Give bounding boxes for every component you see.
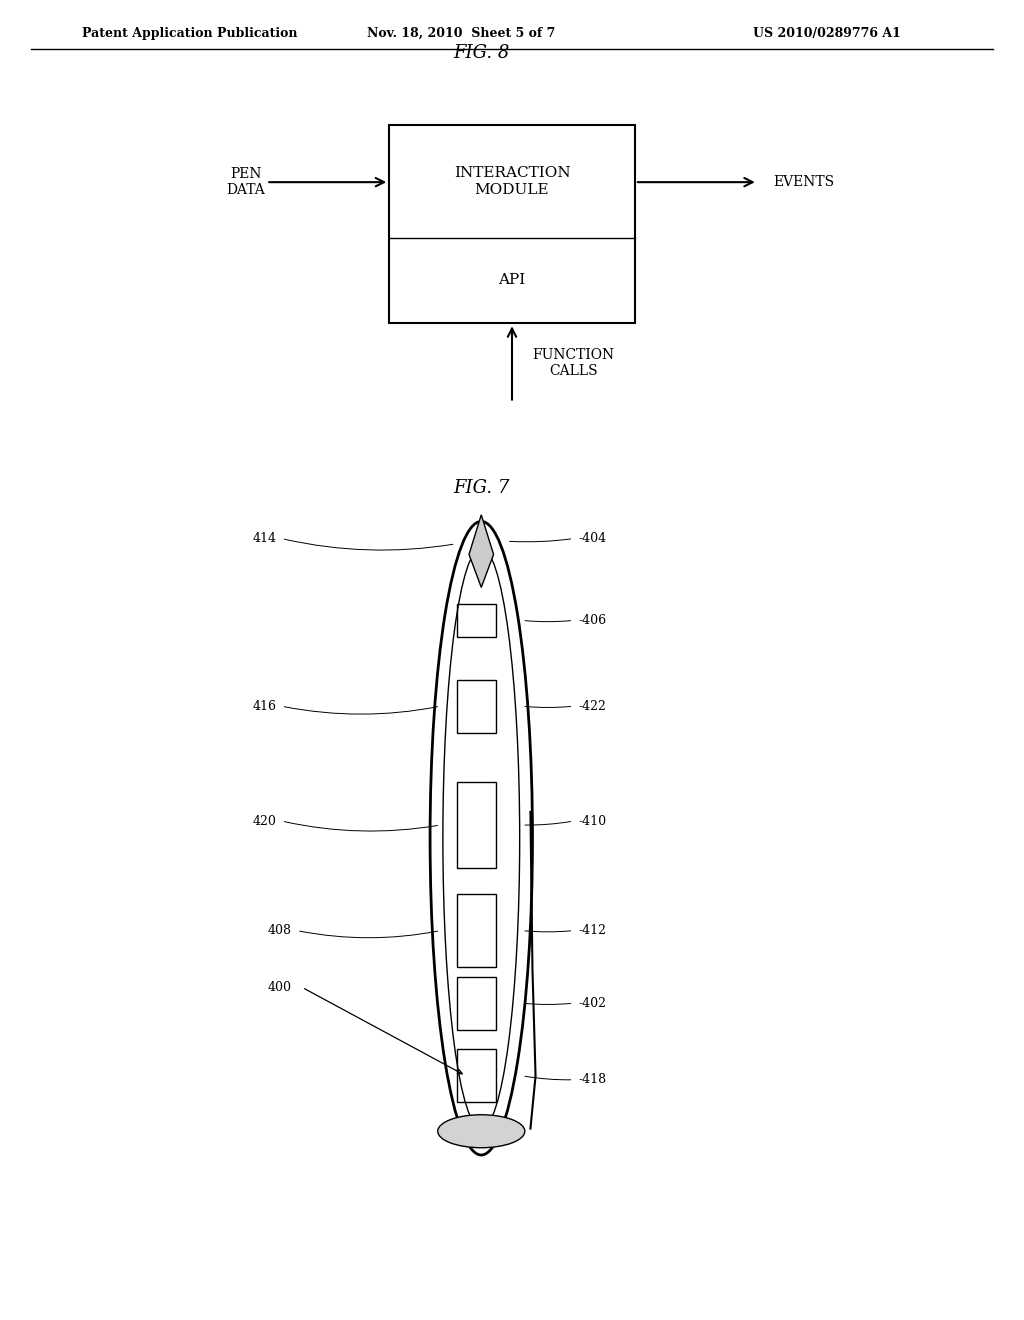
Text: FIG. 7: FIG. 7 bbox=[453, 479, 510, 498]
Bar bbox=[389, 125, 635, 323]
Text: 416: 416 bbox=[253, 700, 276, 713]
Text: 420: 420 bbox=[253, 814, 276, 828]
Text: 408: 408 bbox=[268, 924, 292, 937]
Text: INTERACTION
MODULE: INTERACTION MODULE bbox=[454, 166, 570, 197]
Text: FUNCTION
CALLS: FUNCTION CALLS bbox=[532, 348, 614, 378]
Text: Nov. 18, 2010  Sheet 5 of 7: Nov. 18, 2010 Sheet 5 of 7 bbox=[367, 26, 555, 40]
Text: -418: -418 bbox=[579, 1073, 606, 1086]
Polygon shape bbox=[469, 515, 494, 587]
Text: PEN
DATA: PEN DATA bbox=[226, 168, 265, 197]
Text: API: API bbox=[499, 273, 525, 288]
Text: -422: -422 bbox=[579, 700, 606, 713]
Text: US 2010/0289776 A1: US 2010/0289776 A1 bbox=[754, 26, 901, 40]
Text: Patent Application Publication: Patent Application Publication bbox=[82, 26, 297, 40]
Text: FIG. 8: FIG. 8 bbox=[453, 44, 510, 62]
Text: -406: -406 bbox=[579, 614, 606, 627]
Text: -402: -402 bbox=[579, 997, 606, 1010]
Text: 400: 400 bbox=[268, 981, 292, 994]
Ellipse shape bbox=[438, 1114, 524, 1147]
Text: -410: -410 bbox=[579, 814, 606, 828]
Text: -412: -412 bbox=[579, 924, 606, 937]
Text: 414: 414 bbox=[253, 532, 276, 545]
Text: EVENTS: EVENTS bbox=[773, 176, 835, 189]
Text: -404: -404 bbox=[579, 532, 606, 545]
